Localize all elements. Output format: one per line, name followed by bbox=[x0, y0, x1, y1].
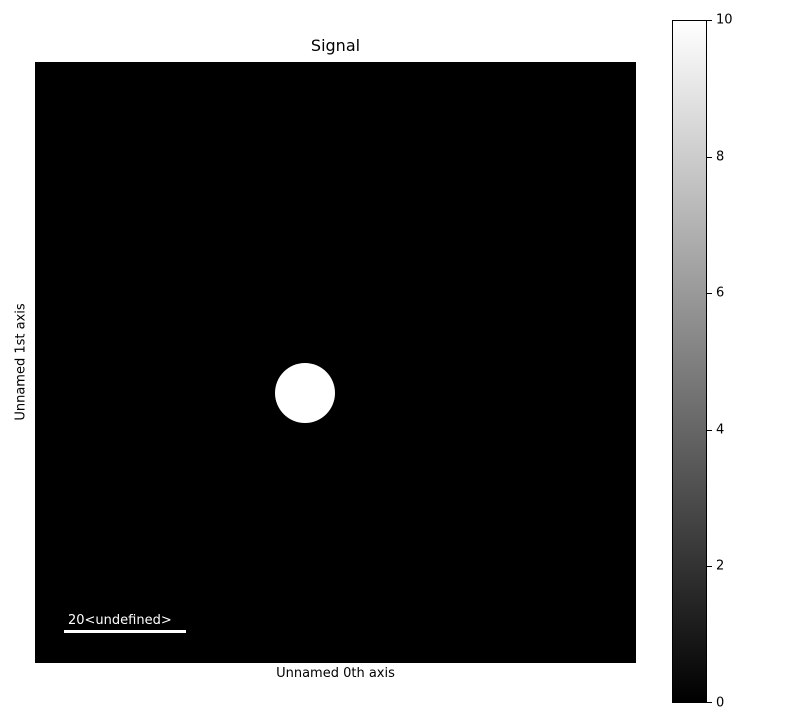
x-axis-label: Unnamed 0th axis bbox=[276, 666, 395, 681]
colorbar-tick-label: 8 bbox=[716, 149, 725, 165]
scale-bar bbox=[64, 630, 186, 633]
y-axis-label: Unnamed 1st axis bbox=[13, 303, 29, 421]
chart-title: Signal bbox=[310, 36, 361, 55]
colorbar-tick bbox=[707, 20, 712, 21]
colorbar-tick-label: 0 bbox=[716, 695, 725, 711]
image-plot-area bbox=[35, 62, 636, 663]
signal-disk bbox=[275, 362, 336, 423]
scale-bar-label: 20<undefined> bbox=[68, 613, 172, 628]
colorbar bbox=[672, 20, 707, 703]
colorbar-tick bbox=[707, 566, 712, 568]
colorbar-tick bbox=[707, 156, 712, 158]
colorbar-tick bbox=[707, 293, 712, 295]
colorbar-tick-label: 2 bbox=[716, 558, 725, 574]
colorbar-gradient bbox=[673, 21, 706, 702]
colorbar-tick-label: 6 bbox=[716, 285, 725, 301]
colorbar-tick-label: 4 bbox=[716, 422, 725, 438]
colorbar-tick bbox=[707, 429, 712, 431]
colorbar-tick-label: 10 bbox=[716, 12, 733, 28]
colorbar-tick bbox=[707, 702, 712, 703]
